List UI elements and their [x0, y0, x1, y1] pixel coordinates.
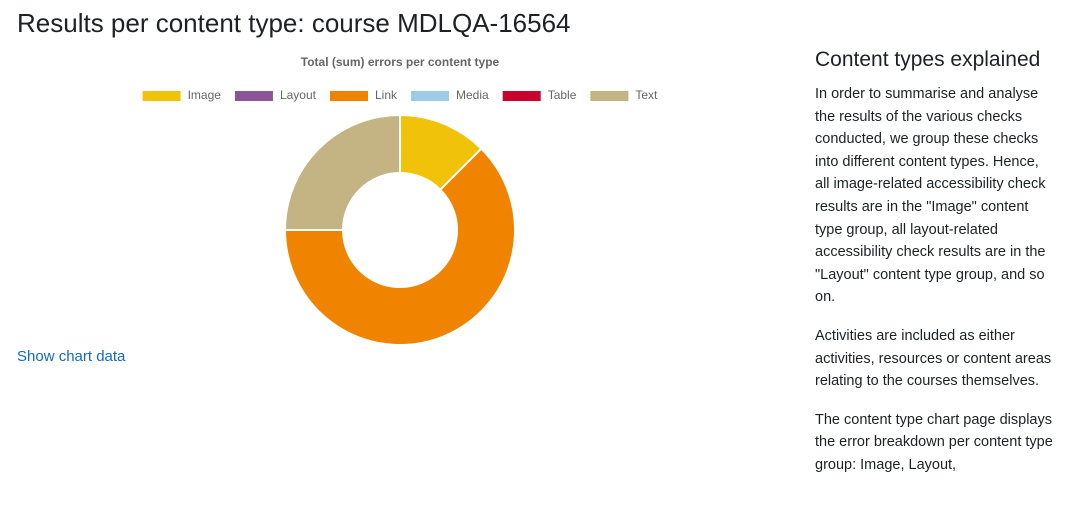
- sidebar-heading: Content types explained: [815, 48, 1041, 71]
- show-chart-data-link[interactable]: Show chart data: [17, 348, 126, 365]
- legend-label: Text: [635, 88, 658, 102]
- doughnut-segment: [283, 113, 401, 231]
- sidebar-paragraph: In order to summarise and analyse the re…: [815, 86, 1046, 306]
- chart-title: Total (sum) errors per content type: [301, 55, 500, 69]
- legend-label: Link: [375, 88, 398, 102]
- chart: Total (sum) errors per content type Imag…: [142, 55, 658, 346]
- legend-label: Media: [456, 88, 489, 102]
- legend-label: Table: [548, 88, 577, 102]
- legend-swatch: [329, 91, 368, 101]
- legend-swatch: [502, 91, 541, 101]
- legend-swatch: [590, 91, 629, 101]
- legend-label: Image: [188, 88, 222, 102]
- page-title: Results per content type: course MDLQA-1…: [17, 8, 571, 38]
- sidebar: Content types explained In order to summ…: [815, 46, 1055, 493]
- legend-swatch: [142, 91, 181, 101]
- sidebar-paragraph: Activities are included as either activi…: [815, 327, 1052, 390]
- doughnut-segment: [283, 147, 516, 346]
- sidebar-paragraph: The content type chart page displays the…: [815, 411, 1053, 473]
- legend-swatch: [411, 91, 450, 101]
- legend: Image Layout Link Media Table Text: [142, 88, 658, 102]
- legend-swatch: [234, 91, 273, 101]
- legend-label: Layout: [280, 88, 317, 102]
